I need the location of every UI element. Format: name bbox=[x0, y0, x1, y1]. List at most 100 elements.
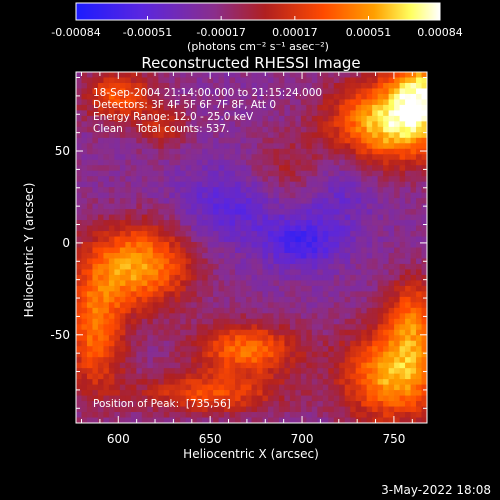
heatmap-cell bbox=[141, 368, 148, 375]
heatmap-cell bbox=[191, 104, 198, 111]
heatmap-cell bbox=[333, 165, 340, 172]
heatmap-cell bbox=[169, 269, 176, 276]
heatmap-cell bbox=[130, 104, 137, 111]
heatmap-cell bbox=[108, 154, 115, 161]
heatmap-cell bbox=[191, 225, 198, 232]
heatmap-cell bbox=[92, 93, 99, 101]
heatmap-cell bbox=[416, 126, 423, 133]
heatmap-cell bbox=[207, 280, 214, 287]
heatmap-cell bbox=[207, 340, 214, 347]
heatmap-cell bbox=[174, 285, 181, 292]
heatmap-cell bbox=[130, 214, 137, 221]
heatmap-cell bbox=[366, 231, 373, 238]
heatmap-cell bbox=[169, 324, 176, 331]
heatmap-cell bbox=[333, 263, 340, 271]
heatmap-cell bbox=[130, 148, 137, 155]
heatmap-cell bbox=[202, 395, 209, 402]
heatmap-cell bbox=[399, 285, 406, 292]
heatmap-cell bbox=[130, 417, 137, 423]
heatmap-cell bbox=[229, 121, 236, 128]
heatmap-cell bbox=[295, 93, 302, 101]
heatmap-cell bbox=[328, 203, 335, 210]
heatmap-cell bbox=[322, 242, 329, 249]
heatmap-cell bbox=[229, 187, 236, 194]
heatmap-cell bbox=[97, 126, 105, 133]
heatmap-cell bbox=[405, 82, 412, 90]
heatmap-cell bbox=[207, 346, 214, 353]
heatmap-cell bbox=[289, 159, 296, 166]
heatmap-cell bbox=[311, 220, 318, 227]
heatmap-cell bbox=[207, 258, 214, 265]
heatmap-cell bbox=[136, 72, 143, 79]
heatmap-cell bbox=[289, 258, 296, 265]
heatmap-cell bbox=[350, 247, 357, 254]
heatmap-cell bbox=[158, 192, 165, 199]
heatmap-cell bbox=[295, 302, 302, 309]
heatmap-cell bbox=[410, 209, 417, 216]
heatmap-cell bbox=[125, 236, 132, 243]
heatmap-cell bbox=[350, 225, 357, 232]
heatmap-cell bbox=[119, 77, 126, 84]
heatmap-cell bbox=[267, 236, 275, 243]
heatmap-cell bbox=[218, 258, 225, 265]
heatmap-cell bbox=[147, 203, 154, 210]
heatmap-cell bbox=[405, 395, 412, 402]
heatmap-cell bbox=[284, 209, 291, 216]
heatmap-cell bbox=[300, 132, 307, 139]
heatmap-cell bbox=[416, 82, 423, 90]
heatmap-cell bbox=[399, 269, 406, 276]
heatmap-cell bbox=[180, 77, 187, 84]
heatmap-cell bbox=[136, 126, 143, 133]
heatmap-cell bbox=[213, 77, 220, 84]
heatmap-cell bbox=[163, 329, 170, 336]
heatmap-cell bbox=[92, 258, 99, 265]
heatmap-cell bbox=[339, 115, 346, 122]
heatmap-cell bbox=[108, 165, 115, 172]
heatmap-cell bbox=[394, 252, 401, 260]
heatmap-cell bbox=[147, 148, 154, 155]
heatmap-cell bbox=[103, 148, 110, 155]
heatmap-cell bbox=[333, 390, 340, 397]
heatmap-cell bbox=[202, 236, 209, 243]
heatmap-cell bbox=[278, 170, 285, 177]
heatmap-cell bbox=[158, 417, 165, 423]
heatmap-cell bbox=[86, 395, 94, 402]
heatmap-cell bbox=[394, 406, 401, 413]
heatmap-cell bbox=[377, 82, 384, 90]
heatmap-cell bbox=[361, 335, 368, 342]
heatmap-cell bbox=[81, 137, 88, 144]
heatmap-cell bbox=[317, 247, 324, 254]
heatmap-cell bbox=[169, 291, 176, 298]
heatmap-cell bbox=[224, 77, 231, 84]
heatmap-cell bbox=[147, 329, 154, 336]
heatmap-cell bbox=[355, 324, 362, 331]
heatmap-cell bbox=[388, 192, 395, 199]
heatmap-cell bbox=[185, 291, 192, 298]
heatmap-cell bbox=[92, 220, 99, 227]
heatmap-cell bbox=[114, 247, 121, 254]
heatmap-cell bbox=[278, 280, 285, 287]
heatmap-cell bbox=[322, 176, 329, 183]
heatmap-cell bbox=[394, 401, 401, 408]
heatmap-cell bbox=[130, 187, 137, 194]
heatmap-cell bbox=[333, 176, 340, 183]
heatmap-cell bbox=[169, 159, 176, 166]
heatmap-cell bbox=[267, 165, 275, 172]
heatmap-cell bbox=[119, 296, 126, 303]
heatmap-cell bbox=[388, 346, 395, 353]
heatmap-cell bbox=[262, 362, 269, 369]
heatmap-cell bbox=[152, 406, 159, 413]
heatmap-cell bbox=[81, 143, 88, 150]
heatmap-cell bbox=[218, 417, 225, 423]
heatmap-cell bbox=[191, 148, 198, 155]
heatmap-cell bbox=[103, 192, 110, 199]
heatmap-cell bbox=[180, 126, 187, 133]
heatmap-cell bbox=[284, 121, 291, 128]
heatmap-cell bbox=[394, 220, 401, 227]
heatmap-cell bbox=[366, 104, 373, 111]
heatmap-cell bbox=[76, 318, 83, 325]
heatmap-cell bbox=[224, 170, 231, 177]
heatmap-cell bbox=[284, 329, 291, 336]
heatmap-cell bbox=[141, 340, 148, 347]
heatmap-cell bbox=[333, 406, 340, 413]
